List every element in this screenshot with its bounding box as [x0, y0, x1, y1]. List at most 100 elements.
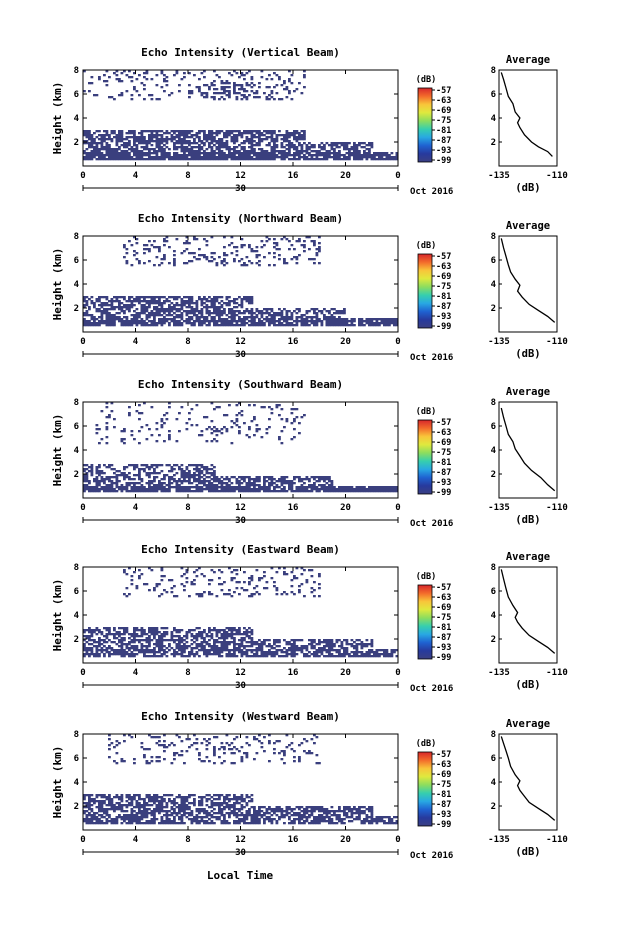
echo-cell — [345, 324, 349, 327]
echo-cell — [368, 643, 371, 646]
echo-cell — [298, 486, 301, 489]
echo-cell — [140, 146, 144, 149]
echo-cell — [333, 318, 336, 321]
echo-cell — [278, 478, 281, 481]
echo-cell — [190, 476, 194, 479]
echo-cell — [153, 480, 156, 483]
echo-cell — [223, 156, 226, 159]
echo-cell — [210, 142, 214, 145]
echo-cell — [98, 472, 101, 475]
echo-cell — [213, 298, 216, 301]
echo-cell — [308, 142, 311, 145]
echo-cell — [343, 488, 346, 491]
echo-cell — [205, 316, 209, 319]
echo-cell — [135, 148, 139, 151]
echo-cell — [135, 482, 139, 485]
echo-cell — [150, 148, 154, 151]
echo-cell — [245, 158, 249, 161]
echo-cell — [268, 426, 271, 429]
echo-cell — [180, 651, 184, 654]
echo-cell — [300, 138, 304, 141]
echo-cell — [363, 324, 366, 327]
echo-cell — [320, 322, 324, 325]
echo-cell — [158, 298, 161, 301]
echo-cell — [95, 150, 99, 153]
echo-cell — [123, 649, 126, 652]
avg-x-label: (dB) — [515, 348, 540, 360]
echo-cell — [240, 152, 244, 155]
echo-cell — [168, 312, 171, 315]
echo-cell — [268, 136, 271, 139]
echo-cell — [108, 158, 111, 161]
echo-cell — [320, 649, 324, 652]
echo-cell — [295, 318, 299, 321]
echo-cell — [328, 150, 331, 153]
echo-cell — [318, 250, 321, 253]
echo-cell — [145, 645, 149, 648]
echo-cell — [305, 476, 309, 479]
echo-cell — [163, 258, 166, 261]
echo-cell — [303, 246, 306, 249]
echo-cell — [155, 645, 159, 648]
echo-cell — [160, 478, 164, 481]
echo-cell — [188, 252, 191, 255]
echo-cell — [210, 635, 214, 638]
echo-cell — [250, 308, 254, 311]
echo-cell — [95, 308, 99, 311]
echo-cell — [305, 236, 309, 239]
echo-cell — [338, 154, 341, 157]
x-tick-label: 4 — [133, 337, 139, 347]
echo-cell — [310, 308, 314, 311]
echo-cell — [160, 310, 164, 313]
echo-cell — [223, 152, 226, 155]
echo-cell — [205, 633, 209, 636]
echo-cell — [210, 629, 214, 632]
echo-cell — [243, 298, 246, 301]
echo-cell — [333, 649, 336, 652]
echo-cell — [95, 486, 99, 489]
echo-cell — [233, 246, 236, 249]
echo-cell — [138, 472, 141, 475]
echo-cell — [220, 490, 224, 493]
echo-cell — [150, 310, 154, 313]
echo-cell — [255, 490, 259, 493]
avg-x-tick-label: -135 — [488, 171, 510, 181]
echo-cell — [220, 637, 224, 640]
echo-cell — [135, 324, 139, 327]
echo-cell — [203, 96, 206, 99]
echo-cell — [140, 82, 144, 85]
echo-cell — [213, 430, 216, 433]
echo-cell — [120, 132, 124, 135]
echo-cell — [258, 643, 261, 646]
echo-cell — [250, 641, 254, 644]
echo-cell — [115, 474, 119, 477]
echo-cell — [198, 146, 201, 149]
echo-cell — [245, 633, 249, 636]
day-label: 30 — [235, 516, 246, 526]
echo-cell — [195, 651, 199, 654]
echo-cell — [248, 577, 251, 580]
echo-cell — [290, 146, 294, 149]
echo-cell — [210, 579, 214, 582]
echo-cell — [193, 138, 196, 141]
echo-cell — [295, 486, 299, 489]
echo-cell — [273, 138, 276, 141]
echo-cell — [275, 404, 279, 407]
echo-cell — [355, 655, 359, 658]
echo-cell — [130, 486, 134, 489]
echo-cell — [378, 322, 381, 325]
echo-cell — [133, 488, 136, 491]
echo-cell — [133, 298, 136, 301]
echo-cell — [120, 438, 124, 441]
echo-cell — [200, 480, 204, 483]
echo-cell — [240, 154, 244, 157]
echo-cell — [328, 643, 331, 646]
echo-cell — [155, 627, 159, 630]
echo-cell — [93, 318, 96, 321]
echo-cell — [290, 438, 294, 441]
echo-cell — [185, 302, 189, 305]
echo-cell — [198, 248, 201, 251]
echo-cell — [133, 138, 136, 141]
echo-cell — [228, 635, 231, 638]
echo-cell — [143, 98, 146, 101]
